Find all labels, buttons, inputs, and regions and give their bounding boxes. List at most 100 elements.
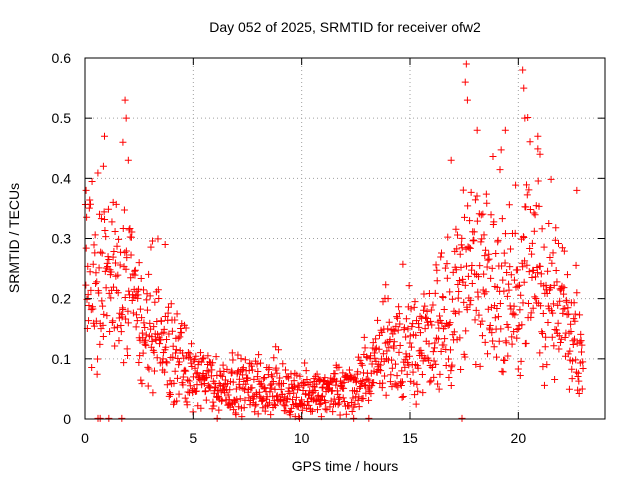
data-point <box>329 376 337 384</box>
data-point <box>239 384 247 392</box>
data-point <box>473 217 481 225</box>
data-point <box>115 235 123 243</box>
data-point <box>363 354 371 362</box>
data-point <box>464 272 472 280</box>
data-point <box>173 374 181 382</box>
data-point <box>365 414 373 422</box>
data-point <box>534 132 542 140</box>
data-point <box>395 348 403 356</box>
data-point <box>347 399 355 406</box>
data-point <box>545 220 553 228</box>
data-point <box>393 314 401 322</box>
data-point <box>526 138 534 146</box>
data-point <box>465 244 473 252</box>
data-point <box>331 370 339 378</box>
data-point <box>256 393 264 401</box>
data-point <box>568 375 576 383</box>
data-point <box>549 300 557 308</box>
data-point <box>371 354 379 362</box>
data-point <box>100 310 108 318</box>
data-point <box>501 230 509 238</box>
data-point <box>477 211 485 219</box>
data-point <box>350 403 358 411</box>
data-point <box>149 389 157 397</box>
data-point <box>549 309 557 317</box>
data-point <box>516 306 524 314</box>
data-point <box>514 266 522 274</box>
data-point <box>209 359 217 367</box>
data-point <box>448 295 456 303</box>
data-point <box>569 340 577 348</box>
data-point <box>565 310 573 318</box>
data-point <box>487 303 495 311</box>
data-point <box>329 408 337 416</box>
data-point <box>355 403 363 411</box>
data-point <box>188 340 196 348</box>
data-point <box>145 365 153 373</box>
data-point <box>161 368 169 376</box>
data-point <box>351 400 359 408</box>
data-point <box>309 382 317 390</box>
data-point <box>560 247 568 255</box>
data-point <box>154 286 162 294</box>
data-point <box>540 243 548 251</box>
data-point <box>504 323 512 331</box>
data-point <box>128 228 136 236</box>
data-point <box>493 283 501 291</box>
data-point <box>427 306 435 314</box>
data-point <box>553 278 561 286</box>
data-point <box>491 314 499 322</box>
data-point <box>534 177 542 185</box>
data-point <box>458 414 466 422</box>
data-point <box>472 306 480 314</box>
data-point <box>500 249 508 257</box>
data-point <box>435 324 443 332</box>
data-point <box>457 263 465 271</box>
x-tick-label: 20 <box>511 430 527 446</box>
data-point <box>171 367 179 375</box>
data-point <box>457 241 465 249</box>
data-point <box>441 264 449 272</box>
data-point <box>305 401 313 409</box>
data-point <box>267 411 275 419</box>
data-point <box>437 253 445 261</box>
data-point <box>257 359 265 367</box>
data-point <box>484 256 492 264</box>
data-point <box>381 372 389 380</box>
data-point <box>450 328 458 336</box>
data-point <box>360 333 368 341</box>
data-point <box>89 305 97 313</box>
data-point <box>289 396 297 404</box>
data-point <box>462 327 470 335</box>
data-point <box>110 283 118 291</box>
data-point <box>490 218 498 226</box>
data-point <box>375 345 383 353</box>
data-point <box>202 396 210 404</box>
data-point <box>86 268 94 276</box>
data-point <box>181 394 189 402</box>
data-point <box>455 288 463 296</box>
data-point <box>217 371 225 379</box>
data-point <box>461 78 469 86</box>
data-point <box>161 241 169 249</box>
data-point <box>573 289 581 297</box>
data-point <box>297 396 305 404</box>
data-point <box>114 289 122 297</box>
data-point <box>336 411 344 419</box>
data-point <box>461 281 469 289</box>
data-point <box>460 298 468 306</box>
data-point <box>400 324 408 332</box>
y-tick-label: 0.6 <box>52 50 72 66</box>
data-point <box>507 271 515 279</box>
data-point <box>514 365 522 373</box>
x-tick-label: 0 <box>81 430 89 446</box>
data-point <box>446 319 454 327</box>
data-point <box>82 244 90 252</box>
data-point <box>165 330 173 338</box>
data-point <box>528 250 536 258</box>
data-point <box>462 262 470 270</box>
data-point <box>526 245 534 253</box>
data-point <box>576 311 584 319</box>
data-point <box>571 317 579 325</box>
data-point <box>361 344 369 352</box>
